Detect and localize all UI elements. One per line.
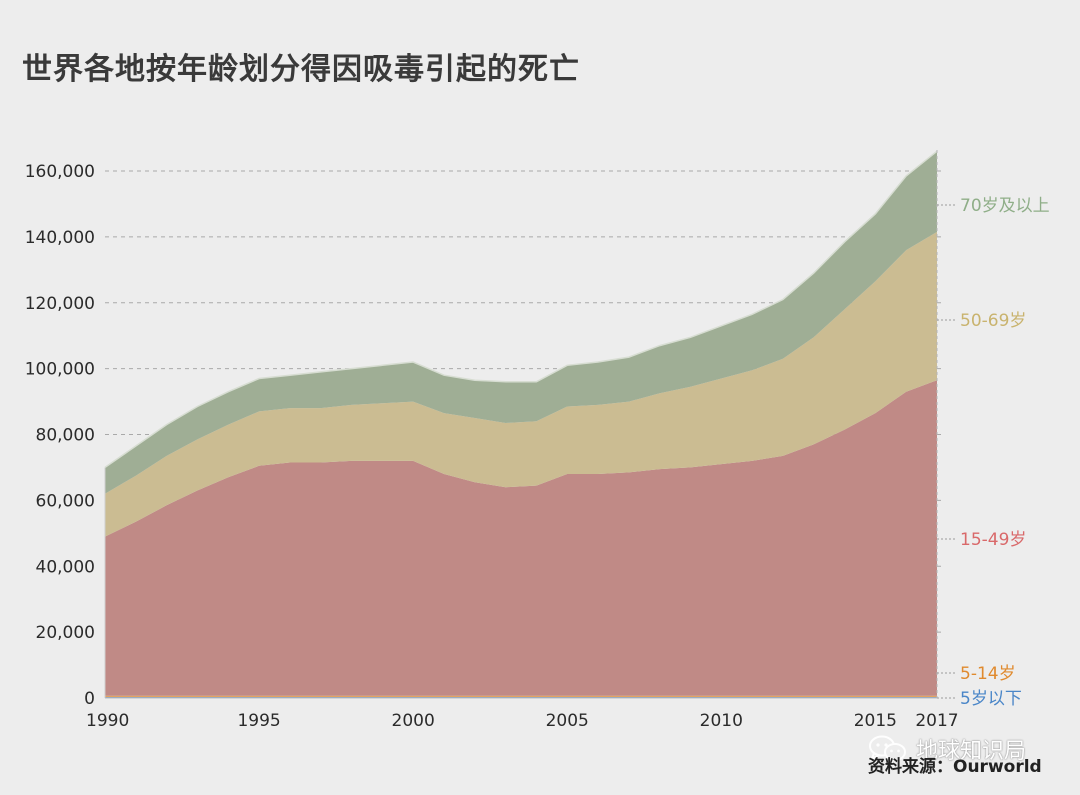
series-label-under5: 5岁以下	[960, 689, 1022, 709]
y-tick-label: 100,000	[25, 360, 95, 380]
series-label-age70plus: 70岁及以上	[960, 196, 1050, 216]
area-age5_14	[105, 695, 937, 697]
x-tick-label: 1995	[237, 711, 280, 731]
x-tick-label: 2010	[700, 711, 743, 731]
watermark: 地球知识局	[868, 733, 1026, 765]
series-label-age15_49: 15-49岁	[960, 530, 1026, 550]
area-age70plus	[105, 151, 937, 494]
y-tick-label: 60,000	[36, 491, 95, 511]
source-note: 资料来源：Ourworld	[868, 757, 1042, 777]
area-series	[104, 150, 938, 698]
y-tick-label: 0	[84, 689, 95, 709]
area-age15_49	[105, 380, 937, 696]
area-top-edge	[104, 150, 938, 469]
watermark-text: 地球知识局	[916, 739, 1027, 764]
series-label-age50_69: 50-69岁	[960, 311, 1026, 331]
x-tick-label: 2015	[854, 711, 897, 731]
y-tick-label: 20,000	[36, 623, 95, 643]
wechat-chat-bubble-icon	[869, 735, 906, 762]
x-tick-label: 1990	[86, 711, 129, 731]
series-labels: 5岁以下 5-14岁 15-49岁 50-69岁 70岁及以上	[937, 196, 1050, 709]
y-tick-label: 160,000	[25, 162, 95, 182]
series-label-age5_14: 5-14岁	[960, 664, 1016, 684]
x-tick-label: 2000	[392, 711, 435, 731]
y-tick-label: 120,000	[25, 294, 95, 314]
chart-title: 世界各地按年龄划分得因吸毒引起的死亡	[22, 52, 580, 87]
y-tick-label: 40,000	[36, 557, 95, 577]
area-age50_69	[105, 231, 937, 537]
x-tick-label: 2017	[915, 711, 958, 731]
y-tick-label: 80,000	[36, 426, 95, 446]
axes: 0 20,000 40,000 60,000 80,000 100,000 120,000 1…	[25, 150, 959, 731]
x-tick-label: 2005	[546, 711, 589, 731]
y-tick-label: 140,000	[25, 228, 95, 248]
